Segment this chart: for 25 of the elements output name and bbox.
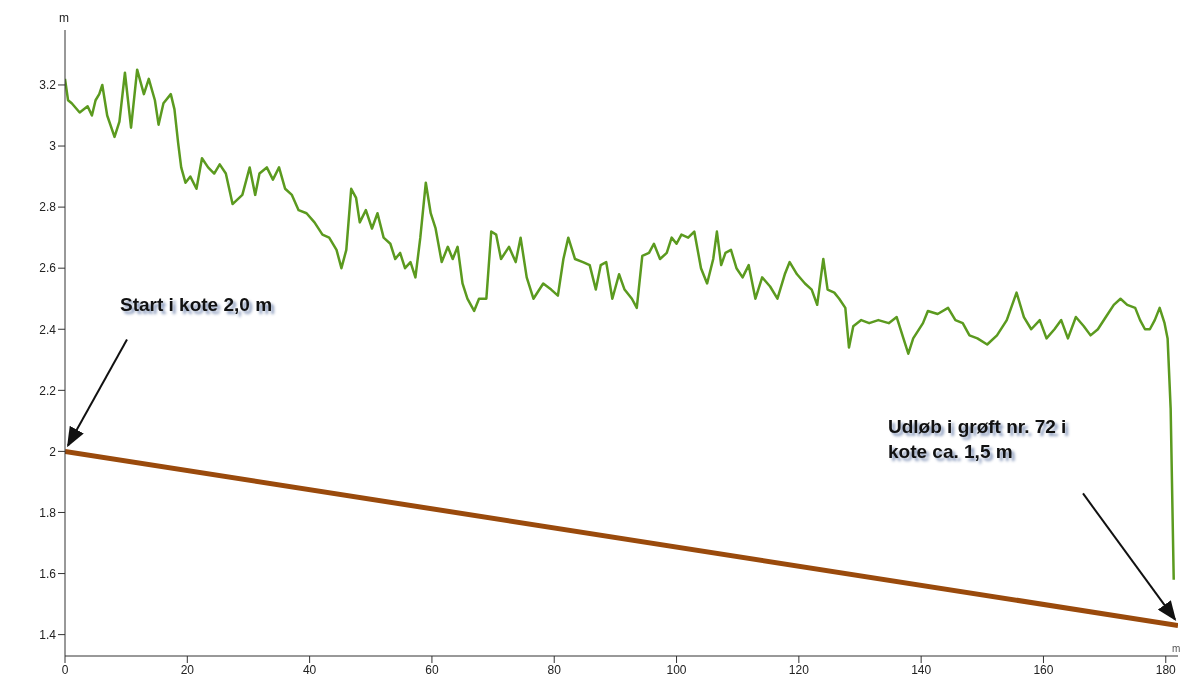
x-tick-label: 160	[1033, 662, 1054, 677]
y-tick-label: 2.8	[39, 200, 57, 215]
y-tick-label: 2	[49, 444, 57, 459]
y-tick-label: 2.6	[39, 261, 57, 276]
x-tick-label: 20	[180, 662, 195, 677]
y-tick-label: 1.6	[39, 566, 57, 581]
y-tick-label: 1.4	[39, 627, 57, 642]
x-tick-label: 180	[1155, 662, 1177, 677]
y-tick-label: 1.8	[39, 505, 57, 520]
x-axis-title: m	[1172, 643, 1181, 654]
x-tick-label: 100	[666, 662, 687, 677]
y-axis-title: m	[59, 11, 69, 25]
x-tick-label: 40	[302, 662, 317, 677]
x-tick-label: 80	[547, 662, 562, 677]
annotation: Start i kote 2,0 m	[120, 294, 273, 316]
x-tick-label: 140	[911, 662, 932, 677]
line-series	[65, 68, 1175, 581]
x-tick-label: 60	[425, 662, 439, 677]
annotation: Udløb i grøft nr. 72 i kote ca. 1,5 m	[888, 416, 1067, 463]
y-tick-label: 2.4	[39, 322, 57, 337]
y-tick-label: 3	[49, 139, 57, 154]
x-tick-label: 120	[788, 662, 810, 677]
x-tick-label: 0	[61, 662, 69, 677]
y-tick-label: 2.2	[39, 383, 57, 398]
y-tick-label: 3.2	[39, 78, 57, 93]
